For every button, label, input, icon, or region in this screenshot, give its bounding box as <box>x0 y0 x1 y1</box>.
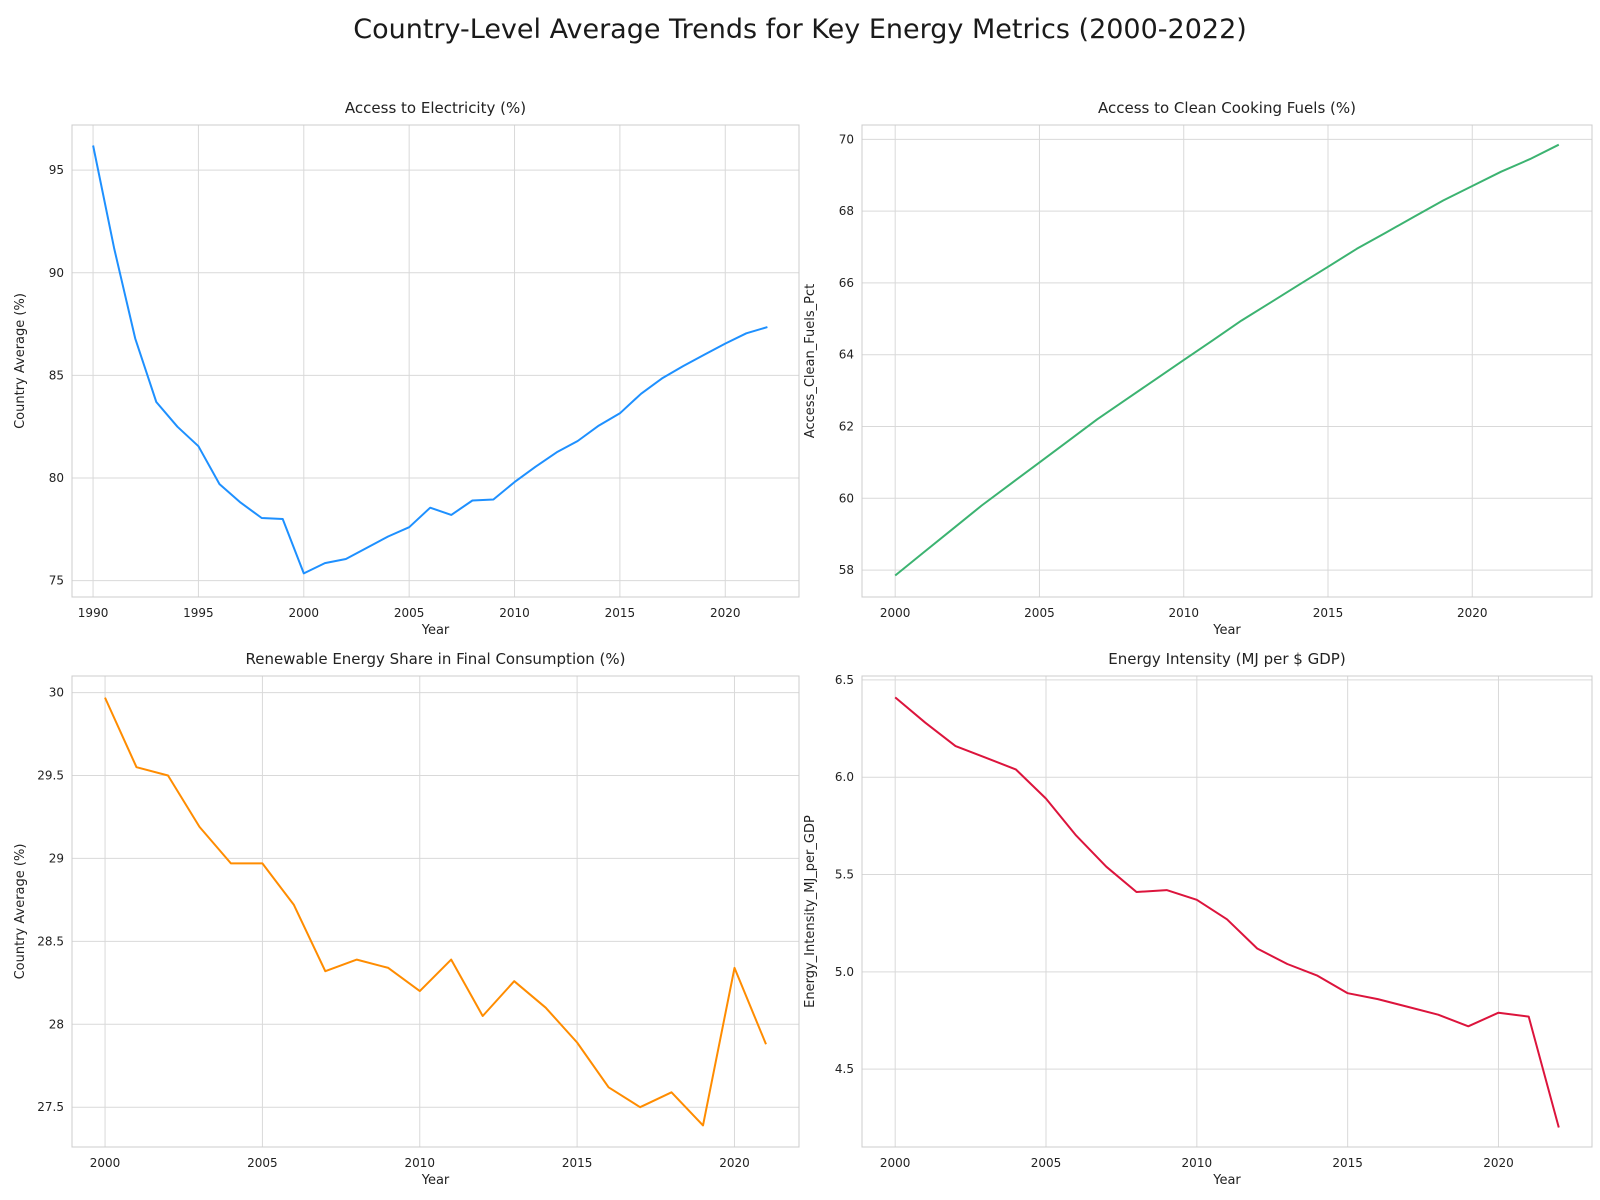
chart-renewable-share: 2000 2005 2010 2015 2020 27.5 28 28.5 29 29.5 30 Re… <box>13 650 800 1188</box>
y-axis-label: Energy_Intensity_MJ_per_GDP <box>803 815 818 1008</box>
y-tick-label: 6.0 <box>835 770 854 784</box>
x-tick-label: 2020 <box>719 1156 750 1170</box>
chart-electricity: 1990 1995 2000 2005 2010 2015 2020 75 80 85 90 95 Ac… <box>13 99 800 638</box>
y-tick-label: 5.0 <box>835 965 854 979</box>
y-tick-label: 28.5 <box>37 934 64 948</box>
chart-title: Access to Clean Cooking Fuels (%) <box>1098 99 1356 117</box>
x-tick-label: 2015 <box>562 1156 593 1170</box>
x-tick-label: 2005 <box>1031 1156 1062 1170</box>
series-line <box>894 696 1560 1128</box>
y-axis-label: Access_Clean_Fuels_Pct <box>803 284 818 438</box>
x-tick-label: 1995 <box>183 606 214 620</box>
y-tick-label: 85 <box>49 368 64 382</box>
y-tick-label: 27.5 <box>37 1100 64 1114</box>
chart-clean-fuels: 2000 2005 2010 2015 2020 58 60 62 64 66 68 70 Access… <box>803 99 1593 638</box>
y-tick-label: 62 <box>839 420 854 434</box>
y-tick-label: 58 <box>839 563 854 577</box>
y-tick-label: 68 <box>839 204 854 218</box>
y-tick-label: 6.5 <box>835 673 854 687</box>
y-tick-label: 5.5 <box>835 868 854 882</box>
x-tick-label: 2005 <box>394 606 425 620</box>
figure-title: Country-Level Average Trends for Key Ene… <box>353 14 1247 45</box>
x-axis-label: Year <box>421 1173 450 1188</box>
y-tick-label: 28 <box>49 1017 64 1031</box>
y-tick-label: 4.5 <box>835 1062 854 1076</box>
x-tick-label: 2000 <box>289 606 320 620</box>
plot-frame <box>861 124 1593 598</box>
y-axis-label: Country Average (%) <box>13 293 28 429</box>
x-tick-label: 2010 <box>1168 606 1199 620</box>
x-tick-label: 2010 <box>404 1156 435 1170</box>
x-tick-label: 2005 <box>247 1156 278 1170</box>
x-tick-label: 2015 <box>1313 606 1344 620</box>
y-tick-label: 64 <box>839 348 854 362</box>
y-tick-label: 80 <box>49 471 64 485</box>
chart-title: Renewable Energy Share in Final Consumpt… <box>245 650 625 668</box>
x-tick-label: 1990 <box>78 606 109 620</box>
y-tick-label: 66 <box>839 276 854 290</box>
x-tick-label: 2020 <box>1457 606 1488 620</box>
y-tick-label: 95 <box>49 163 64 177</box>
x-tick-label: 2020 <box>710 606 741 620</box>
x-tick-label: 2015 <box>605 606 636 620</box>
y-tick-label: 90 <box>49 266 64 280</box>
plot-frame <box>71 124 800 598</box>
series-line <box>92 145 768 575</box>
plot-frame <box>861 675 1593 1148</box>
x-axis-label: Year <box>1212 1173 1241 1188</box>
y-axis-label: Country Average (%) <box>13 844 28 980</box>
y-tick-label: 60 <box>839 491 854 505</box>
x-tick-label: 2000 <box>90 1156 121 1170</box>
x-tick-label: 2000 <box>880 606 911 620</box>
x-tick-label: 2015 <box>1332 1156 1363 1170</box>
y-tick-label: 70 <box>839 132 854 146</box>
chart-energy-intensity: 2000 2005 2010 2015 2020 4.5 5.0 5.5 6.0 6.5 Energ… <box>803 650 1593 1188</box>
plot-frame <box>71 675 800 1148</box>
chart-title: Access to Electricity (%) <box>345 99 526 117</box>
x-tick-label: 2010 <box>1182 1156 1213 1170</box>
x-axis-label: Year <box>1212 623 1241 638</box>
x-tick-label: 2020 <box>1483 1156 1514 1170</box>
series-line <box>104 697 767 1127</box>
y-tick-label: 30 <box>49 686 64 700</box>
series-line <box>894 143 1560 577</box>
x-axis-label: Year <box>421 623 450 638</box>
chart-title: Energy Intensity (MJ per $ GDP) <box>1108 650 1345 668</box>
x-tick-label: 2000 <box>880 1156 911 1170</box>
y-tick-label: 75 <box>49 574 64 588</box>
x-tick-label: 2005 <box>1024 606 1055 620</box>
y-tick-label: 29 <box>49 851 64 865</box>
y-tick-label: 29.5 <box>37 769 64 783</box>
x-tick-label: 2010 <box>499 606 530 620</box>
